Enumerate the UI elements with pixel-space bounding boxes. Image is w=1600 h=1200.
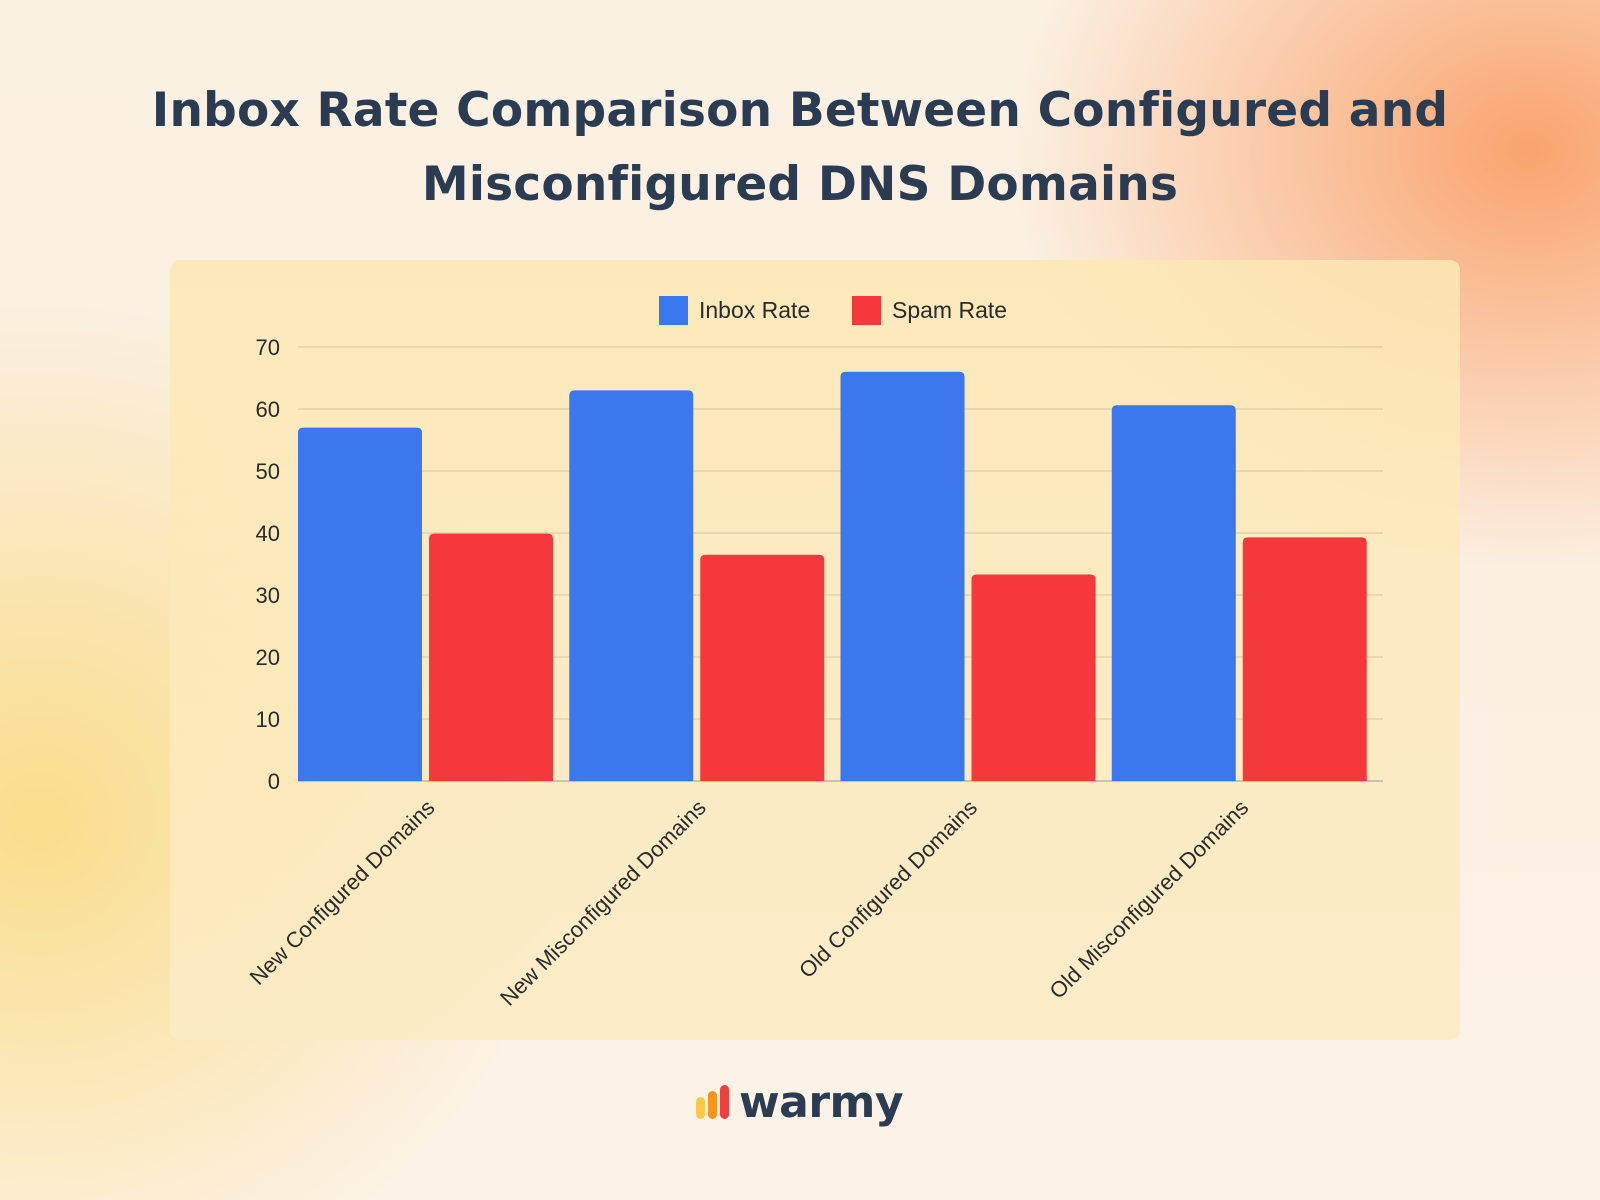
y-tick-label-40: 40: [256, 521, 280, 546]
bar-spam-rate-2: [700, 554, 825, 781]
y-tick-label-60: 60: [256, 397, 280, 422]
x-tick-label-1: New Configured Domains: [245, 795, 440, 990]
x-axis: New Configured Domains New Misconfigured …: [245, 795, 1254, 1011]
y-tick-label-0: 0: [268, 769, 280, 794]
legend: Inbox Rate Spam Rate: [659, 296, 1007, 325]
legend-swatch-spam-rate: [852, 296, 881, 325]
legend-label-inbox-rate: Inbox Rate: [699, 297, 810, 323]
y-tick-label-70: 70: [256, 335, 280, 360]
bar-inbox-rate-4: [1111, 405, 1236, 781]
legend-label-spam-rate: Spam Rate: [892, 297, 1007, 323]
legend-swatch-inbox-rate: [659, 296, 688, 325]
bar-spam-rate-1: [429, 533, 553, 781]
bar-inbox-rate-1: [298, 427, 422, 781]
y-axis: 0 10 20 30 40 50 60 70: [256, 335, 280, 794]
x-tick-label-2: New Misconfigured Domains: [495, 795, 711, 1011]
warmy-logo: warmy: [696, 1074, 904, 1130]
bar-inbox-rate-2: [569, 390, 694, 781]
chart-title-line-1: Inbox Rate Comparison Between Configured…: [151, 83, 1449, 138]
y-tick-label-20: 20: [256, 645, 280, 670]
y-tick-label-50: 50: [256, 459, 280, 484]
bar-spam-rate-4: [1242, 537, 1367, 781]
chart-title: Inbox Rate Comparison Between Configured…: [80, 74, 1520, 222]
x-tick-label-4: Old Misconfigured Domains: [1045, 795, 1254, 1004]
bar-spam-rate-3: [971, 574, 1096, 781]
x-tick-label-3: Old Configured Domains: [794, 795, 982, 983]
bar-inbox-rate-3: [840, 371, 965, 781]
y-tick-label-30: 30: [256, 583, 280, 608]
brand-name: warmy: [739, 1076, 904, 1128]
chart-title-line-2: Misconfigured DNS Domains: [421, 157, 1179, 212]
bars: [298, 371, 1367, 781]
logo-bars-icon: [696, 1085, 729, 1119]
y-tick-label-10: 10: [256, 707, 280, 732]
